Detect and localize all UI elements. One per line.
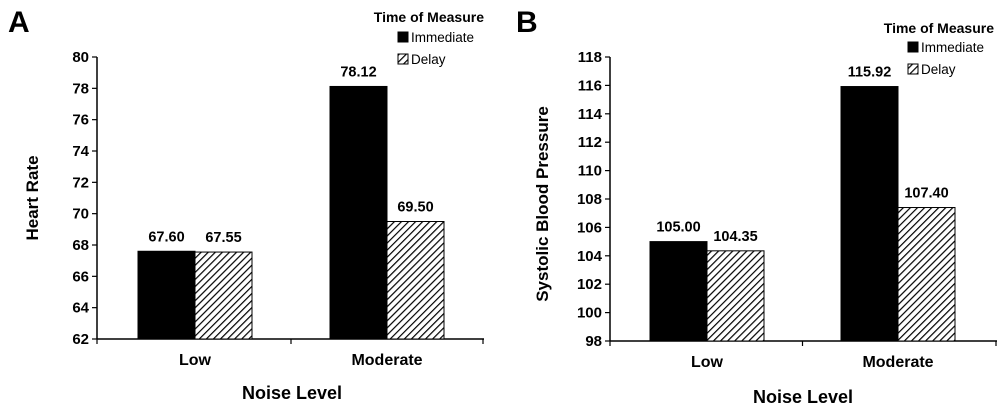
legend-label: Delay xyxy=(921,62,956,77)
y-tick-label: 110 xyxy=(578,163,602,180)
y-tick-label: 70 xyxy=(72,206,89,223)
bar-immediate-moderate xyxy=(840,86,899,342)
category-label: Low xyxy=(691,354,724,371)
data-label: 115.92 xyxy=(848,65,892,81)
legend-title: Time of Measure xyxy=(884,20,994,36)
data-label: 107.40 xyxy=(904,186,948,202)
y-tick-label: 102 xyxy=(577,276,602,293)
y-tick-label: 76 xyxy=(72,112,89,129)
legend-label: Delay xyxy=(411,52,446,67)
y-tick-label: 114 xyxy=(578,106,603,123)
y-tick-label: 80 xyxy=(72,49,89,66)
data-label: 105.00 xyxy=(656,220,700,236)
y-tick-label: 98 xyxy=(585,333,602,350)
legend-swatch-delay xyxy=(907,63,919,75)
legend-swatch-immediate xyxy=(907,41,919,53)
panel-letter: A xyxy=(8,6,30,39)
bar-immediate-low xyxy=(649,241,708,342)
bar-delay-low xyxy=(194,251,253,340)
y-tick-label: 72 xyxy=(72,174,89,191)
bar-immediate-low xyxy=(137,250,196,340)
x-axis-title: Noise Level xyxy=(242,383,342,403)
y-tick-label: 118 xyxy=(578,49,602,66)
y-tick-label: 116 xyxy=(578,77,602,94)
data-label: 104.35 xyxy=(713,229,757,245)
data-label: 69.50 xyxy=(397,200,433,216)
bar-immediate-moderate xyxy=(329,85,388,340)
x-axis-title: Noise Level xyxy=(753,387,853,407)
y-tick-label: 104 xyxy=(577,248,603,265)
category-label: Low xyxy=(179,352,212,369)
y-tick-label: 108 xyxy=(577,191,602,208)
legend-label: Immediate xyxy=(921,40,984,55)
category-label: Moderate xyxy=(351,352,422,369)
panel-letter: B xyxy=(516,6,538,39)
legend-swatch-immediate xyxy=(397,31,409,43)
bar-delay-moderate xyxy=(897,207,956,342)
data-label: 67.60 xyxy=(148,229,184,245)
legend-label: Immediate xyxy=(411,30,474,45)
bar-delay-low xyxy=(706,250,765,342)
y-tick-label: 100 xyxy=(577,305,602,322)
y-tick-label: 62 xyxy=(72,331,89,348)
legend-swatch-delay xyxy=(397,53,409,65)
legend-title: Time of Measure xyxy=(374,9,484,25)
data-label: 67.55 xyxy=(205,230,241,246)
bar-delay-moderate xyxy=(386,221,445,340)
data-label: 78.12 xyxy=(340,64,376,80)
y-tick-label: 106 xyxy=(577,219,602,236)
y-axis-title: Heart Rate xyxy=(23,155,42,240)
y-tick-label: 112 xyxy=(578,134,602,151)
panel-a: A 62 64 66 68 70 72 74 76 78 80 67.60 67.55 Low 78.12 6… xyxy=(8,6,484,403)
y-tick-label: 68 xyxy=(72,237,89,254)
y-tick-label: 74 xyxy=(72,143,89,160)
y-tick-label: 78 xyxy=(72,80,89,97)
panel-b: B 98 100 102 104 106 108 110 112 114 116 118 105.00 1… xyxy=(516,6,997,407)
category-label: Moderate xyxy=(862,354,933,371)
y-tick-label: 66 xyxy=(72,268,89,285)
y-tick-label: 64 xyxy=(72,300,89,317)
y-axis-title: Systolic Blood Pressure xyxy=(533,106,552,302)
